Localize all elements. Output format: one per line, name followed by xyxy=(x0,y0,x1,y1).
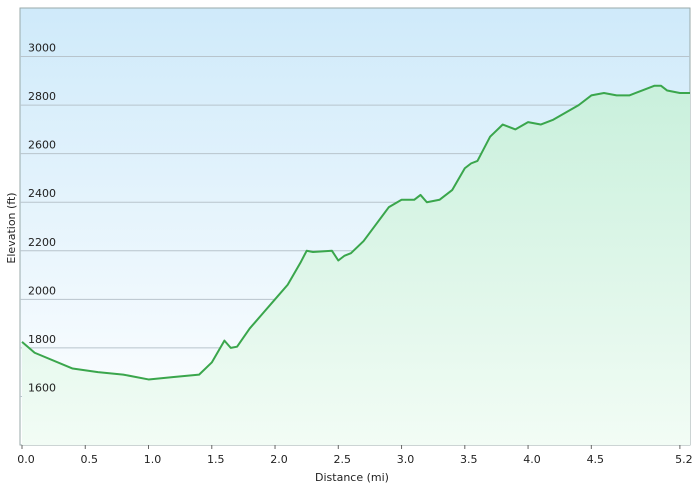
y-tick-label: 3000 xyxy=(28,42,56,55)
y-axis-title: Elevation (ft) xyxy=(5,192,18,263)
y-tick-label: 2200 xyxy=(28,236,56,249)
y-tick-label: 2000 xyxy=(28,284,56,297)
y-tick-label: 2800 xyxy=(28,90,56,103)
y-tick-label: 2400 xyxy=(28,187,56,200)
x-tick-label: 5.2 xyxy=(675,453,693,466)
x-tick-label: 4.5 xyxy=(587,453,605,466)
x-tick-label: 3.5 xyxy=(460,453,478,466)
y-tick-label: 1800 xyxy=(28,333,56,346)
x-tick-label: 2.5 xyxy=(334,453,352,466)
area-fill xyxy=(22,85,690,445)
y-tick-label: 2600 xyxy=(28,139,56,152)
y-tick-label: 1600 xyxy=(28,381,56,394)
x-tick-label: 2.0 xyxy=(270,453,288,466)
x-tick-label: 4.0 xyxy=(523,453,541,466)
elevation-line xyxy=(21,84,690,381)
x-tick-label: 3.0 xyxy=(397,453,415,466)
x-tick-label: 1.5 xyxy=(207,453,225,466)
x-tick-label: 1.0 xyxy=(144,453,162,466)
x-axis-title: Distance (mi) xyxy=(315,471,389,484)
x-tick-label: 0.0 xyxy=(17,453,35,466)
x-tick-label: 0.5 xyxy=(81,453,99,466)
